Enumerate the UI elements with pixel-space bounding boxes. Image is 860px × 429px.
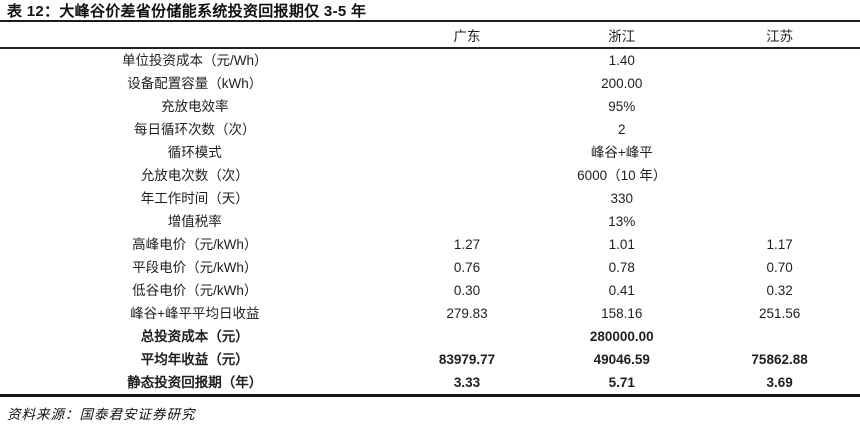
row-label: 平段电价（元/kWh） bbox=[132, 260, 258, 275]
row-label: 单位投资成本（元/Wh） bbox=[122, 53, 268, 68]
table-row-unit-invest-cost: 单位投资成本（元/Wh） 1.40 bbox=[0, 48, 860, 72]
row-label: 平均年收益（元） bbox=[140, 352, 249, 367]
column-header-guangdong: 广东 bbox=[389, 22, 545, 49]
cell-zhejiang: 200.00 bbox=[601, 76, 643, 91]
row-label: 增值税率 bbox=[167, 214, 222, 229]
row-label: 允放电次数（次） bbox=[140, 168, 249, 183]
table-row-allowed-cycles: 允放电次数（次） 6000（10 年） bbox=[0, 164, 860, 187]
cell-jiangsu bbox=[699, 164, 860, 187]
cell-jiangsu bbox=[699, 210, 860, 233]
table-row-total-invest-cost: 总投资成本（元） 280000.00 bbox=[0, 325, 860, 348]
cell-jiangsu: 251.56 bbox=[758, 306, 801, 321]
table-header-row: 广东 浙江 江苏 bbox=[0, 22, 860, 49]
cell-jiangsu bbox=[699, 325, 860, 348]
table-title: 表 12：大峰谷价差省份储能系统投资回报期仅 3-5 年 bbox=[0, 0, 860, 22]
row-label: 总投资成本（元） bbox=[140, 329, 249, 344]
investment-return-table: 广东 浙江 江苏 单位投资成本（元/Wh） 1.40 设备配置容量（kWh） 2… bbox=[0, 22, 860, 397]
row-label: 峰谷+峰平平均日收益 bbox=[130, 306, 260, 321]
column-header-jiangsu: 江苏 bbox=[699, 22, 860, 49]
cell-guangdong: 0.76 bbox=[453, 260, 481, 275]
column-header-empty bbox=[0, 22, 390, 49]
table-row-vat-rate: 增值税率 13% bbox=[0, 210, 860, 233]
cell-guangdong bbox=[390, 95, 545, 118]
table-row-working-days: 年工作时间（天） 330 bbox=[0, 187, 860, 210]
cell-guangdong bbox=[390, 72, 545, 95]
cell-guangdong: 0.30 bbox=[453, 283, 481, 298]
cell-zhejiang: 0.78 bbox=[608, 260, 635, 275]
cell-zhejiang: 5.71 bbox=[544, 371, 700, 397]
cell-jiangsu bbox=[699, 95, 860, 118]
column-header-zhejiang: 浙江 bbox=[544, 22, 700, 49]
cell-guangdong bbox=[390, 141, 545, 164]
cell-jiangsu bbox=[699, 141, 860, 164]
cell-jiangsu bbox=[699, 72, 860, 95]
cell-guangdong: 83979.77 bbox=[438, 352, 496, 367]
cell-guangdong bbox=[390, 325, 545, 348]
row-label: 静态投资回报期（年） bbox=[0, 371, 390, 397]
cell-jiangsu: 0.70 bbox=[766, 260, 793, 275]
table-row-avg-annual-revenue: 平均年收益（元） 83979.77 49046.59 75862.88 bbox=[0, 348, 860, 371]
data-source: 资料来源：国泰君安证券研究 bbox=[7, 407, 196, 422]
table-row-efficiency: 充放电效率 95% bbox=[0, 95, 860, 118]
cell-jiangsu: 1.17 bbox=[766, 237, 793, 252]
row-label: 高峰电价（元/kWh） bbox=[132, 237, 258, 252]
cell-guangdong: 1.27 bbox=[453, 237, 481, 252]
cell-zhejiang: 1.01 bbox=[608, 237, 635, 252]
cell-zhejiang: 6000（10 年） bbox=[577, 168, 667, 183]
cell-jiangsu bbox=[699, 118, 860, 141]
cell-zhejiang: 280000.00 bbox=[589, 329, 654, 344]
row-label: 年工作时间（天） bbox=[140, 191, 249, 206]
row-label: 设备配置容量（kWh） bbox=[127, 76, 263, 91]
row-label: 循环模式 bbox=[167, 145, 222, 160]
cell-guangdong bbox=[390, 48, 545, 72]
table-row-static-payback-period: 静态投资回报期（年） 3.33 5.71 3.69 bbox=[0, 371, 860, 397]
cell-guangdong bbox=[390, 164, 545, 187]
cell-guangdong: 3.33 bbox=[389, 371, 545, 397]
cell-jiangsu: 75862.88 bbox=[751, 352, 808, 367]
cell-zhejiang: 49046.59 bbox=[593, 352, 650, 367]
row-label: 每日循环次数（次） bbox=[134, 122, 256, 137]
row-label: 低谷电价（元/kWh） bbox=[132, 283, 258, 298]
cell-guangdong: 279.83 bbox=[446, 306, 488, 321]
cell-guangdong bbox=[390, 187, 545, 210]
cell-jiangsu: 0.32 bbox=[766, 283, 793, 298]
row-label: 充放电效率 bbox=[161, 99, 229, 114]
cell-guangdong bbox=[390, 118, 545, 141]
table-row-avg-daily-revenue: 峰谷+峰平平均日收益 279.83 158.16 251.56 bbox=[0, 302, 860, 325]
cell-zhejiang: 峰谷+峰平 bbox=[590, 145, 653, 160]
cell-zhejiang: 2 bbox=[618, 122, 626, 137]
table-row-flat-price: 平段电价（元/kWh） 0.76 0.78 0.70 bbox=[0, 256, 860, 279]
cell-zhejiang: 0.41 bbox=[608, 283, 635, 298]
table-row-valley-price: 低谷电价（元/kWh） 0.30 0.41 0.32 bbox=[0, 279, 860, 302]
table-row-cycle-mode: 循环模式 峰谷+峰平 bbox=[0, 141, 860, 164]
cell-guangdong bbox=[390, 210, 545, 233]
cell-zhejiang: 13% bbox=[608, 214, 636, 229]
cell-jiangsu bbox=[699, 48, 860, 72]
table-row-capacity: 设备配置容量（kWh） 200.00 bbox=[0, 72, 860, 95]
cell-zhejiang: 1.40 bbox=[608, 53, 635, 68]
cell-zhejiang: 158.16 bbox=[601, 306, 643, 321]
table-row-daily-cycles: 每日循环次数（次） 2 bbox=[0, 118, 860, 141]
cell-zhejiang: 95% bbox=[608, 99, 636, 114]
cell-zhejiang: 330 bbox=[610, 191, 634, 206]
table-row-peak-price: 高峰电价（元/kWh） 1.27 1.01 1.17 bbox=[0, 233, 860, 256]
cell-jiangsu bbox=[699, 187, 860, 210]
cell-jiangsu: 3.69 bbox=[699, 371, 860, 397]
